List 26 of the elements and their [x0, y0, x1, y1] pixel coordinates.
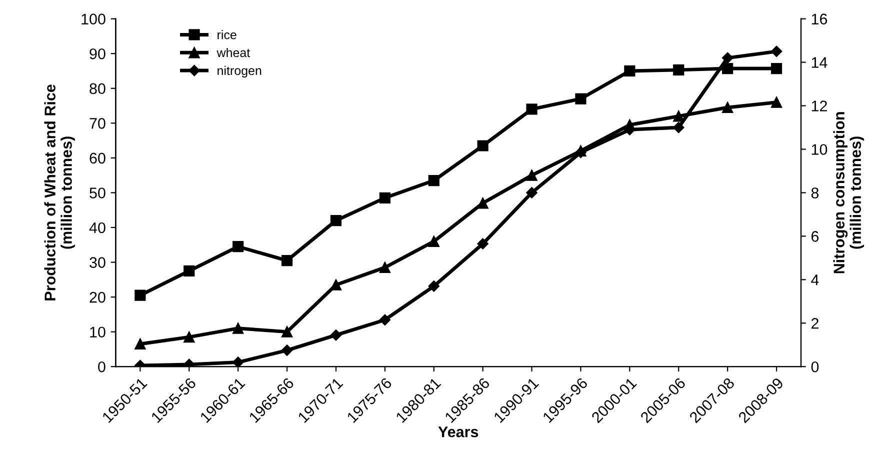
y2-tick-label: 12: [812, 100, 827, 112]
y-axis-title: Production of Wheat and Rice (million tonnes): [44, 84, 75, 300]
legend-label: rice: [218, 30, 236, 40]
y-tick-label: 80: [90, 83, 106, 94]
y-tick-label: 70: [90, 118, 106, 129]
y2-tick-label: 14: [812, 57, 828, 68]
y-tick-label: 30: [90, 257, 106, 268]
y2-axis-title: Nitrogen consumption (million tonnes): [833, 112, 864, 274]
y2-tick-label: 16: [812, 14, 828, 24]
y-tick-label: 50: [90, 188, 106, 198]
y2-tick-label: 6: [812, 231, 819, 242]
y-tick-label: 90: [90, 48, 106, 60]
y-tick-label: 0: [98, 361, 106, 372]
y2-tick-label: 0: [811, 361, 819, 372]
y2-tick-label: 10: [812, 144, 828, 155]
y-tick-label: 10: [90, 326, 106, 338]
y-tick-label: 100: [82, 14, 106, 24]
y2-tick-label: 8: [811, 188, 819, 198]
y-tick-label: 40: [89, 222, 106, 234]
y2-tick-label: 4: [811, 274, 819, 286]
x-axis-title: Years: [438, 426, 478, 438]
y2-tick-label: 2: [811, 318, 818, 329]
y-tick-label: 60: [90, 152, 106, 164]
legend-label: nitrogen: [218, 66, 262, 78]
y-tick-label: 20: [90, 292, 106, 303]
legend-label: wheat: [216, 48, 250, 58]
